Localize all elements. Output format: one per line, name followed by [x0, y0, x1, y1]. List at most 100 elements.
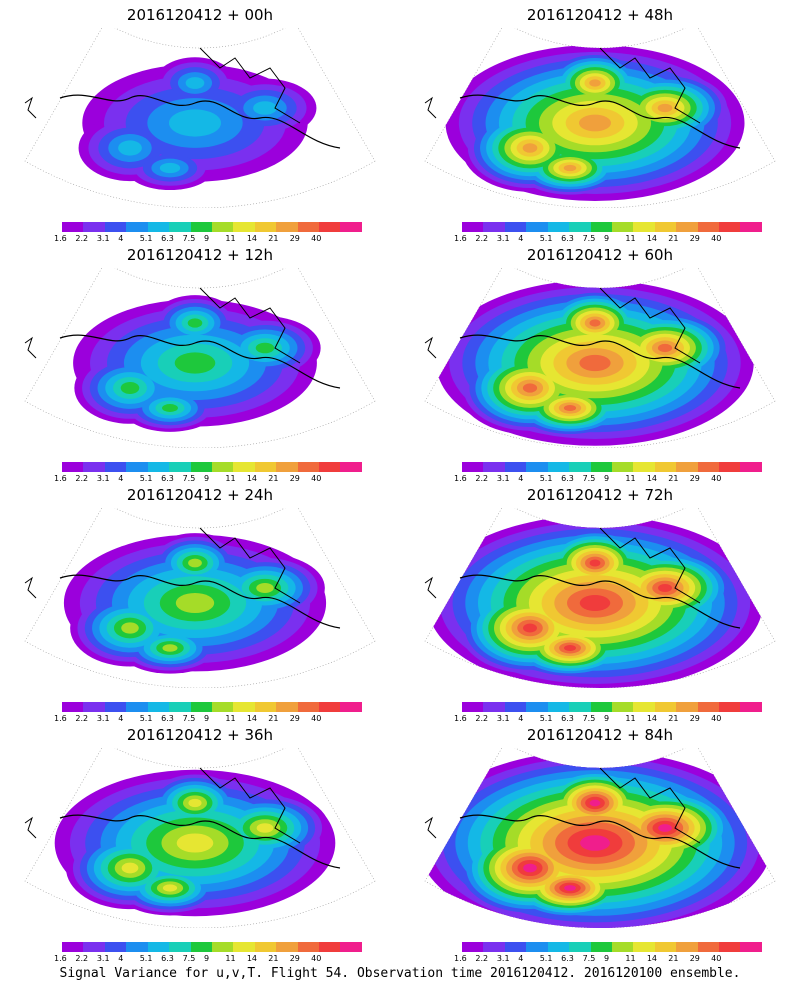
colorbar-label: 3.1	[96, 954, 110, 963]
map-panel: 2016120412 + 36h 1.6 2.2 3.1 4 5.1 6.3 7.5 9 11 14…	[0, 720, 400, 963]
colorbar-segment	[233, 702, 255, 712]
variance-contour	[658, 584, 672, 592]
variance-contour	[563, 164, 577, 172]
colorbar-segment	[319, 462, 341, 472]
colorbar-label: 2.2	[75, 474, 89, 483]
coastline	[24, 96, 37, 119]
coastline	[59, 814, 341, 869]
colorbar-segment	[740, 942, 762, 952]
colorbar-label: 14	[246, 474, 258, 483]
colorbar-labels: 1.6 2.2 3.1 4 5.1 6.3 7.5 9 11 14 21 29 40	[454, 474, 764, 484]
colorbar-segment	[462, 942, 484, 952]
colorbar-label: 21	[268, 714, 279, 723]
colorbar-segment	[340, 942, 362, 952]
graticule-outline	[424, 28, 776, 208]
colorbar-labels: 1.6 2.2 3.1 4 5.1 6.3 7.5 9 11 14 21 29 40	[54, 474, 364, 484]
variance-contour	[589, 559, 601, 567]
variance-map	[424, 748, 776, 928]
variance-contour	[175, 592, 215, 614]
colorbar-segment	[697, 222, 720, 232]
coastline	[199, 767, 301, 844]
variance-contour	[256, 823, 274, 833]
colorbar-segment	[126, 222, 148, 232]
panel-title: 2016120412 + 72h	[526, 486, 674, 504]
colorbar-label: 9	[604, 474, 610, 483]
colorbar-label: 1.6	[454, 954, 467, 963]
colorbar-label: 14	[646, 474, 658, 483]
colorbar-label: 21	[268, 474, 279, 483]
variance-contour	[589, 79, 601, 87]
colorbar-segment	[611, 942, 634, 952]
variance-contour	[120, 382, 140, 394]
colorbar-segment	[104, 462, 127, 472]
coastline	[424, 336, 437, 359]
colorbar-segment	[190, 942, 212, 952]
graticule-outline	[424, 268, 776, 448]
colorbar-segment	[633, 702, 655, 712]
coastline	[599, 287, 701, 364]
variance-contour	[523, 623, 537, 633]
colorbar-label: 21	[668, 234, 679, 243]
variance-contour	[162, 404, 178, 412]
colorbar-segment	[83, 942, 105, 952]
colorbar-label: 4	[118, 474, 124, 483]
panel-title: 2016120412 + 36h	[126, 726, 274, 744]
colorbar-segment	[697, 462, 720, 472]
colorbar-label: 9	[204, 714, 210, 723]
colorbar-label: 5.1	[539, 234, 553, 243]
colorbar-segment	[676, 702, 698, 712]
colorbar-segment	[590, 942, 612, 952]
colorbar-segment	[611, 222, 634, 232]
colorbar-segment	[83, 702, 105, 712]
graticule-outline	[24, 508, 376, 688]
colorbar-segment	[190, 702, 212, 712]
coastline	[424, 576, 437, 599]
variance-contour	[188, 558, 202, 568]
colorbar-segment	[719, 222, 741, 232]
panel-title: 2016120412 + 48h	[526, 6, 674, 24]
colorbar-segment	[526, 702, 548, 712]
colorbar-label: 5.1	[139, 234, 153, 243]
colorbar-segment	[340, 702, 362, 712]
panel-title: 2016120412 + 12h	[126, 246, 274, 264]
coastline	[424, 816, 437, 839]
map-panel: 2016120412 + 24h 1.6 2.2 3.1 4 5.1 6.3 7.5 9 11 14…	[0, 480, 400, 723]
colorbar-segment	[104, 942, 127, 952]
colorbar-labels: 1.6 2.2 3.1 4 5.1 6.3 7.5 9 11 14 21 29 40	[54, 714, 364, 724]
coastline	[424, 96, 437, 119]
colorbar-label: 21	[668, 474, 679, 483]
variance-map	[24, 508, 376, 688]
colorbar-segment	[611, 462, 634, 472]
colorbar-label: 14	[246, 234, 258, 243]
colorbar-label: 4	[518, 714, 524, 723]
variance-contour	[580, 835, 610, 851]
colorbar-label: 4	[518, 474, 524, 483]
colorbar	[462, 942, 762, 952]
colorbar-segment	[462, 222, 484, 232]
colorbar-segment	[190, 222, 212, 232]
coastline	[599, 527, 701, 604]
colorbar-label: 6.3	[561, 714, 574, 723]
colorbar-label: 14	[246, 954, 258, 963]
colorbar-label: 40	[711, 714, 722, 723]
variance-map	[24, 268, 376, 448]
colorbar-label: 7.5	[182, 234, 196, 243]
colorbar	[62, 942, 362, 952]
colorbar-segment	[211, 462, 234, 472]
colorbar-label: 21	[268, 954, 279, 963]
variance-contour	[176, 833, 214, 853]
colorbar-segment	[297, 702, 320, 712]
colorbar-segment	[504, 942, 527, 952]
colorbar-label: 3.1	[496, 234, 510, 243]
coastline	[459, 94, 741, 149]
colorbar-segment	[526, 942, 548, 952]
colorbar-segment	[590, 462, 612, 472]
colorbar-segment	[547, 702, 570, 712]
colorbar-segment	[254, 942, 277, 952]
colorbar-label: 1.6	[54, 474, 67, 483]
colorbar-segment	[611, 702, 634, 712]
colorbar	[462, 222, 762, 232]
colorbar-label: 1.6	[454, 714, 467, 723]
graticule-outline	[24, 28, 376, 208]
colorbar-segment	[569, 702, 591, 712]
